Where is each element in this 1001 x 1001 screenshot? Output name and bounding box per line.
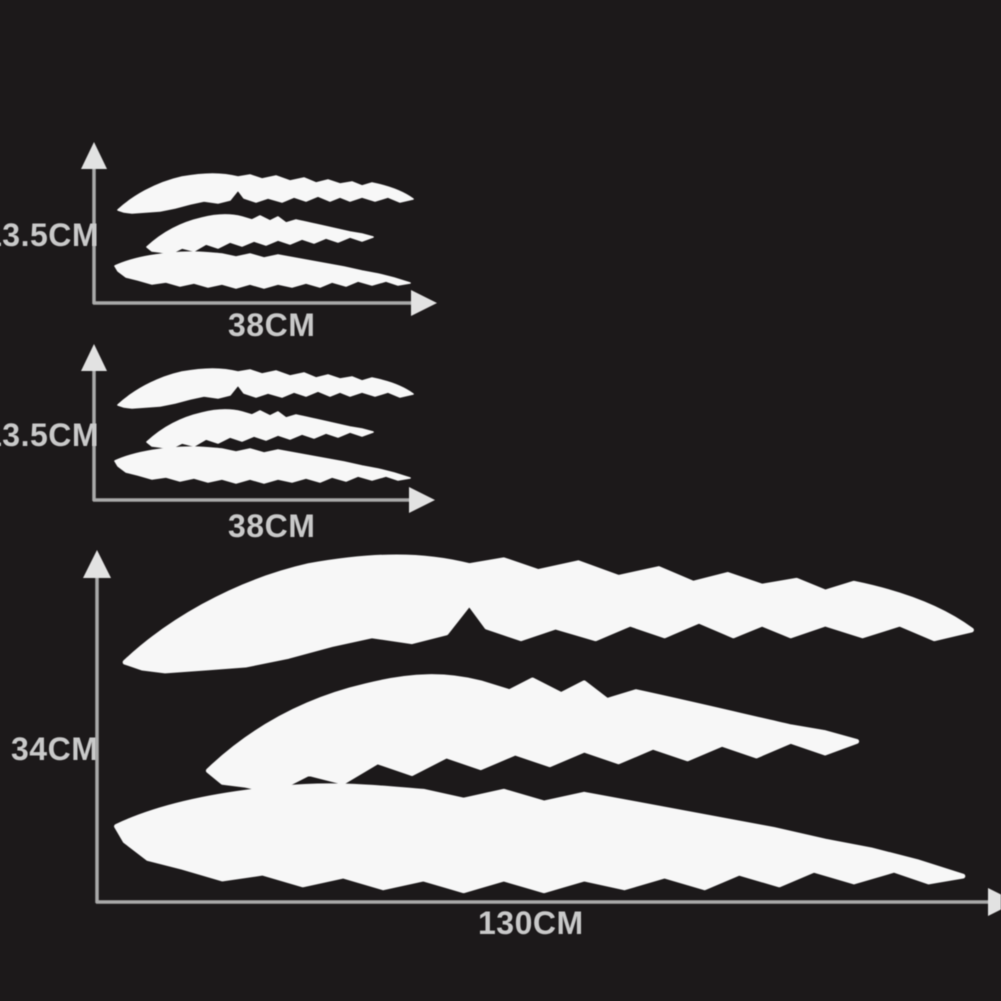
width-dimension-label: 38CM xyxy=(228,307,316,343)
size-group-small-top xyxy=(81,142,437,316)
width-dimension-label: 130CM xyxy=(478,905,584,941)
up-arrow-icon xyxy=(81,344,107,371)
height-dimension-label: 13.5CM xyxy=(0,417,100,453)
right-arrow-icon xyxy=(988,888,1001,916)
claw-scratches xyxy=(116,557,971,891)
up-arrow-icon xyxy=(81,142,107,169)
size-group-small-middle xyxy=(81,344,435,513)
size-group-large xyxy=(83,550,1001,916)
height-dimension-label: 13.5CM xyxy=(0,217,100,253)
claw-scratches xyxy=(114,173,414,289)
up-arrow-icon xyxy=(83,550,111,578)
right-arrow-icon xyxy=(411,290,437,316)
claw-scratches xyxy=(114,368,414,484)
right-arrow-icon xyxy=(409,487,435,513)
height-dimension-label: 34CM xyxy=(11,731,99,767)
width-dimension-label: 38CM xyxy=(228,508,316,544)
